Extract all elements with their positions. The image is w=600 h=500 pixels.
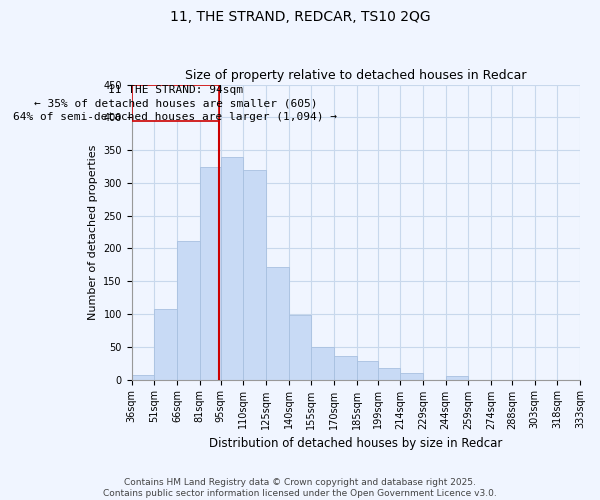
Bar: [446, 376, 468, 380]
Bar: [244, 170, 266, 380]
Bar: [131, 375, 154, 380]
Bar: [221, 156, 244, 380]
Text: Contains HM Land Registry data © Crown copyright and database right 2025.
Contai: Contains HM Land Registry data © Crown c…: [103, 478, 497, 498]
Title: Size of property relative to detached houses in Redcar: Size of property relative to detached ho…: [185, 69, 527, 82]
Bar: [154, 310, 177, 380]
Bar: [200, 166, 221, 380]
Bar: [177, 240, 200, 380]
Bar: [311, 347, 334, 380]
Bar: [131, 84, 219, 120]
Bar: [266, 267, 289, 380]
Bar: [400, 373, 423, 380]
X-axis label: Distribution of detached houses by size in Redcar: Distribution of detached houses by size …: [209, 437, 502, 450]
Bar: [334, 356, 356, 380]
Text: 11, THE STRAND, REDCAR, TS10 2QG: 11, THE STRAND, REDCAR, TS10 2QG: [170, 10, 430, 24]
Text: 11 THE STRAND: 94sqm
← 35% of detached houses are smaller (605)
64% of semi-deta: 11 THE STRAND: 94sqm ← 35% of detached h…: [13, 85, 337, 122]
Bar: [289, 316, 311, 380]
Y-axis label: Number of detached properties: Number of detached properties: [88, 144, 98, 320]
Bar: [356, 360, 377, 380]
Bar: [377, 368, 400, 380]
